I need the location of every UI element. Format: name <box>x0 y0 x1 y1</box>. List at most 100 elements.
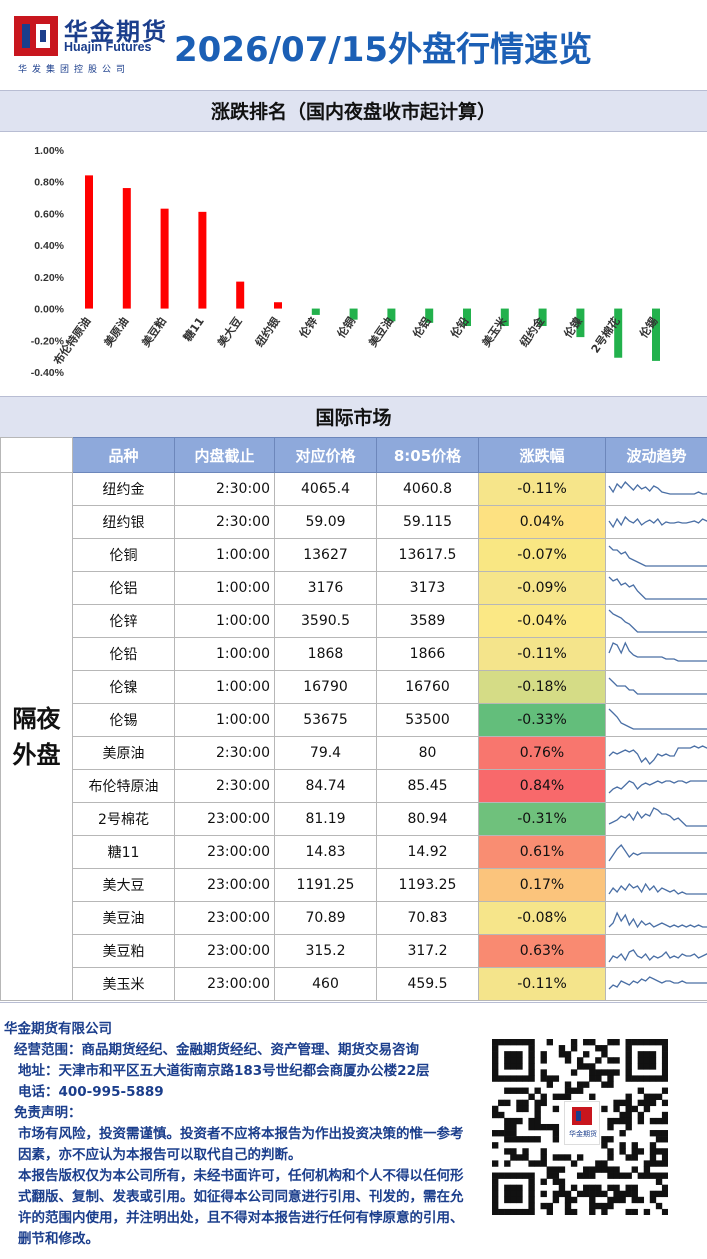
cell-change: -0.08% <box>478 901 606 935</box>
col-header-price: 对应价格 <box>274 437 377 473</box>
cell-trend-sparkline <box>605 703 707 737</box>
cell-cutoff: 2:30:00 <box>174 505 275 539</box>
cell-cutoff: 1:00:00 <box>174 703 275 737</box>
table-row: 美玉米 23:00:00 460 459.5 -0.11% <box>1 967 707 1001</box>
cell-price805: 1193.25 <box>376 868 479 902</box>
table-header-row: 品种 内盘截止 对应价格 8:05价格 涨跌幅 波动趋势 <box>0 437 707 473</box>
sparkline-chart <box>608 576 707 600</box>
cell-product: 伦镍 <box>72 670 175 704</box>
cell-trend-sparkline <box>605 835 707 869</box>
qr-logo-label: 华金期货 <box>569 1130 597 1138</box>
sparkline-chart <box>608 807 707 827</box>
cell-change: -0.11% <box>478 472 606 506</box>
cell-trend-sparkline <box>605 802 707 836</box>
cell-price805: 1866 <box>376 637 479 671</box>
sparkline-chart <box>608 780 707 794</box>
y-tick-label: -0.40% <box>31 367 65 379</box>
sparkline-chart <box>608 609 707 633</box>
cell-cutoff: 23:00:00 <box>174 901 275 935</box>
table-row: 伦锡 1:00:00 53675 53500 -0.33% <box>1 703 707 737</box>
cell-product: 布伦特原油 <box>72 769 175 803</box>
cell-price: 70.89 <box>274 901 377 935</box>
group-label-text: 隔夜外盘 <box>12 704 61 769</box>
sparkline-chart <box>608 708 707 730</box>
sparkline-path <box>608 641 707 662</box>
cell-cutoff: 23:00:00 <box>174 802 275 836</box>
bar <box>538 308 547 327</box>
y-tick-label: 0.60% <box>34 208 64 220</box>
bar <box>236 281 245 309</box>
ranking-chart: 1.00% 0.80% 0.60% 0.40% 0.20% 0.00% -0.20% -0.4… <box>0 133 707 397</box>
cell-change: -0.33% <box>478 703 606 737</box>
cell-product: 美豆粕 <box>72 934 175 968</box>
table-row: 美原油 2:30:00 79.4 80 0.76% <box>1 736 707 770</box>
cell-cutoff: 1:00:00 <box>174 571 275 605</box>
x-category-label: 美豆粕 <box>139 314 169 349</box>
y-tick-label: -0.20% <box>31 335 65 347</box>
ranking-bar-chart: 1.00% 0.80% 0.60% 0.40% 0.20% 0.00% -0.20% -0.4… <box>31 145 661 379</box>
qr-logo-icon: 华金期货 <box>564 1101 600 1145</box>
cell-trend-sparkline <box>605 901 707 935</box>
cell-cutoff: 2:30:00 <box>174 769 275 803</box>
col-header-price805: 8:05价格 <box>376 437 479 473</box>
bar <box>198 211 207 309</box>
bar <box>614 308 623 358</box>
cell-cutoff: 23:00:00 <box>174 934 275 968</box>
sparkline-chart <box>608 843 707 862</box>
sparkline-chart <box>608 882 707 895</box>
cell-cutoff: 1:00:00 <box>174 604 275 638</box>
cell-price: 79.4 <box>274 736 377 770</box>
x-category-label: 美豆油 <box>365 314 395 349</box>
table-row: 美大豆 23:00:00 1191.25 1193.25 0.17% <box>1 868 707 902</box>
intl-market-table: 品种 内盘截止 对应价格 8:05价格 涨跌幅 波动趋势 隔夜外盘 纽约金 2:30… <box>0 437 707 1001</box>
bar <box>576 308 585 338</box>
cell-cutoff: 1:00:00 <box>174 670 275 704</box>
bar <box>160 208 169 309</box>
sparkline-path <box>608 843 707 862</box>
sparkline-path <box>608 807 707 827</box>
cell-change: -0.18% <box>478 670 606 704</box>
cell-product: 伦锡 <box>72 703 175 737</box>
company-info: 华金期货有限公司 经营范围：商品期货经纪、金融期货经纪、资产管理、期货交易咨询 … <box>4 1019 474 1250</box>
company-logo-icon <box>14 16 58 56</box>
table-row: 伦铜 1:00:00 13627 13617.5 -0.07% <box>1 538 707 572</box>
y-tick-label: 0.40% <box>34 240 64 252</box>
disclaimer-title: 免责声明： <box>14 1105 82 1121</box>
cell-trend-sparkline <box>605 472 707 506</box>
cell-change: 0.84% <box>478 769 606 803</box>
table-row: 伦锌 1:00:00 3590.5 3589 -0.04% <box>1 604 707 638</box>
cell-trend-sparkline <box>605 934 707 968</box>
cell-price: 315.2 <box>274 934 377 968</box>
cell-change: 0.76% <box>478 736 606 770</box>
cell-change: -0.11% <box>478 637 606 671</box>
sparkline-path <box>608 480 707 495</box>
sparkline-chart <box>608 745 707 766</box>
bar <box>500 308 509 327</box>
y-tick-label: 1.00% <box>34 145 64 157</box>
cell-price: 81.19 <box>274 802 377 836</box>
cell-change: 0.17% <box>478 868 606 902</box>
table-row: 纽约银 2:30:00 59.09 59.115 0.04% <box>1 505 707 539</box>
bar <box>387 308 396 322</box>
cell-trend-sparkline <box>605 868 707 902</box>
bar <box>122 188 131 309</box>
sparkline-path <box>608 882 707 895</box>
bar <box>311 308 320 315</box>
cell-product: 美大豆 <box>72 868 175 902</box>
table-row: 2号棉花 23:00:00 81.19 80.94 -0.31% <box>1 802 707 836</box>
cell-change: -0.31% <box>478 802 606 836</box>
disclaimer-text-2: 本报告版权仅为本公司所有，未经书面许可，任何机构和个人不得以任何形式翻版、复制、… <box>18 1168 464 1247</box>
cell-product: 美原油 <box>72 736 175 770</box>
col-header-cutoff: 内盘截止 <box>174 437 275 473</box>
y-tick-label: 0.00% <box>34 304 64 316</box>
cell-cutoff: 1:00:00 <box>174 538 275 572</box>
cell-price: 3176 <box>274 571 377 605</box>
sparkline-chart <box>608 641 707 662</box>
bar <box>349 308 358 320</box>
ranking-section-title: 涨跌排名（国内夜盘收市起计算） <box>0 90 707 132</box>
bar <box>274 302 282 309</box>
page-title: 2026/07/15外盘行情速览 <box>174 30 593 70</box>
bar <box>652 308 660 361</box>
cell-price: 59.09 <box>274 505 377 539</box>
sparkline-chart <box>608 545 707 567</box>
